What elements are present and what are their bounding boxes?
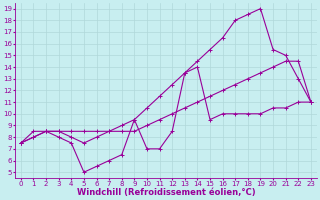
X-axis label: Windchill (Refroidissement éolien,°C): Windchill (Refroidissement éolien,°C) [76, 188, 255, 197]
